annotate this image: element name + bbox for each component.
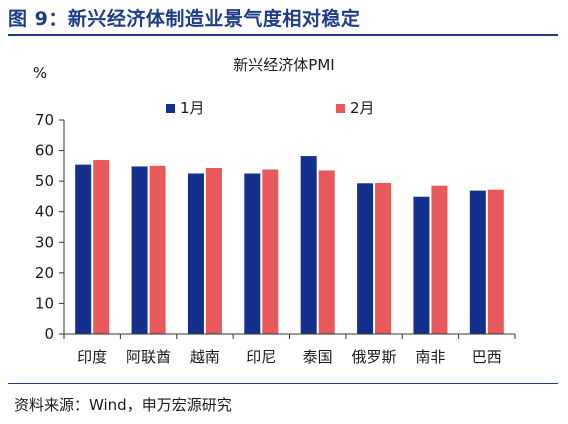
y-tick-label: 60 [35,142,54,160]
source-note: 资料来源：Wind，申万宏源研究 [14,396,232,414]
category-label: 俄罗斯 [352,348,397,366]
bars [75,156,504,334]
y-axis-unit: % [33,64,47,82]
legend-swatch [336,104,345,113]
pmi-chart: 新兴经济体PMI % 1月 2月 010203040506070 印度 阿联酋 越南印… [33,56,516,366]
chart-title: 新兴经济体PMI [233,56,334,74]
legend-swatch [166,104,175,113]
bar-2月-巴西 [487,189,504,334]
bar-1月-南非 [413,196,430,334]
bar-1月-印度 [75,164,92,334]
category-label: 阿联酋 [126,348,171,366]
category-label: 印度 [77,348,107,366]
legend-label: 2月 [350,99,375,117]
category-label: 泰国 [303,348,333,366]
bar-2月-南非 [431,185,448,334]
legend: 1月 2月 [166,99,375,117]
bar-1月-俄罗斯 [357,183,374,334]
category-label: 南非 [415,348,445,366]
figure-title: 图 9：新兴经济体制造业景气度相对稳定 [8,8,361,30]
y-tick-label: 10 [35,294,54,312]
bar-1月-阿联酋 [131,166,148,334]
category-label: 印尼 [246,348,276,366]
bar-2月-印度 [93,160,110,334]
y-axis: 0 10 20 30 40 50 60 70 [35,111,65,343]
y-tick-label: 40 [35,203,54,221]
bar-2月-印尼 [262,169,279,334]
y-tick-label: 50 [35,172,54,190]
bar-1月-印尼 [244,173,261,334]
category-label: 巴西 [472,348,502,366]
y-tick-label: 20 [35,264,54,282]
y-tick-label: 70 [35,111,54,129]
y-tick-label: 30 [35,233,54,251]
bar-2月-越南 [205,167,222,334]
category-label: 越南 [190,348,220,366]
bar-1月-越南 [187,173,204,334]
bar-1月-泰国 [300,156,317,334]
y-tick-label: 0 [44,325,54,343]
bar-2月-泰国 [318,170,335,334]
bar-1月-巴西 [469,190,486,334]
bar-2月-阿联酋 [149,165,166,334]
source-rule [8,383,558,384]
legend-label: 1月 [180,99,205,117]
bar-2月-俄罗斯 [375,182,392,334]
title-rule [8,34,558,36]
x-axis: 印度 阿联酋 越南 印尼 泰国 俄罗斯 南非 巴西 [63,333,516,366]
